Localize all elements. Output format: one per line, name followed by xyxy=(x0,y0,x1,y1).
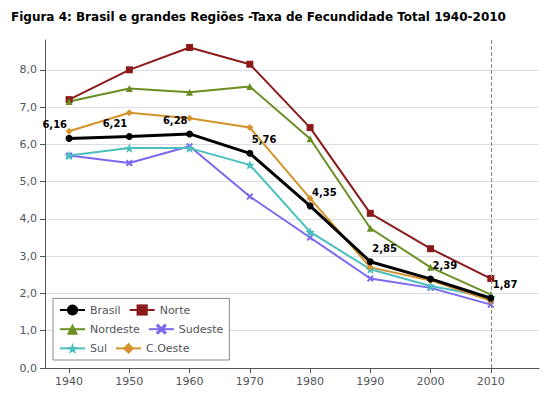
svg-text:5,0: 5,0 xyxy=(20,175,38,188)
svg-text:7,0: 7,0 xyxy=(20,101,38,114)
svg-text:Brasil: Brasil xyxy=(90,304,121,317)
svg-text:6,16: 6,16 xyxy=(42,119,67,130)
svg-text:1,87: 1,87 xyxy=(493,279,518,290)
svg-text:6,0: 6,0 xyxy=(20,138,38,151)
svg-text:4,0: 4,0 xyxy=(20,212,38,225)
svg-text:2,39: 2,39 xyxy=(433,260,458,271)
svg-text:C.Oeste: C.Oeste xyxy=(146,342,190,355)
svg-text:1940: 1940 xyxy=(55,375,83,388)
svg-text:Nordeste: Nordeste xyxy=(90,323,140,336)
svg-text:2000: 2000 xyxy=(417,375,445,388)
svg-text:5,76: 5,76 xyxy=(252,134,277,145)
svg-text:2,0: 2,0 xyxy=(20,287,38,300)
svg-text:8,0: 8,0 xyxy=(20,63,38,76)
svg-text:6,21: 6,21 xyxy=(103,118,128,129)
svg-text:0,0: 0,0 xyxy=(20,362,38,375)
svg-text:1960: 1960 xyxy=(176,375,204,388)
svg-text:2010: 2010 xyxy=(477,375,505,388)
svg-text:2,85: 2,85 xyxy=(372,243,397,254)
svg-text:1990: 1990 xyxy=(356,375,384,388)
svg-text:Figura 4: Brasil e grandes Reg: Figura 4: Brasil e grandes Regiões -Taxa… xyxy=(11,10,506,24)
svg-text:6,28: 6,28 xyxy=(163,115,188,126)
svg-text:1970: 1970 xyxy=(236,375,264,388)
svg-text:Sul: Sul xyxy=(90,342,107,355)
svg-text:3,0: 3,0 xyxy=(20,250,38,263)
svg-text:Sudeste: Sudeste xyxy=(179,323,224,336)
svg-text:Norte: Norte xyxy=(160,304,191,317)
svg-text:4,35: 4,35 xyxy=(312,187,337,198)
svg-text:1980: 1980 xyxy=(296,375,324,388)
svg-text:1950: 1950 xyxy=(115,375,143,388)
svg-text:1,0: 1,0 xyxy=(20,324,38,337)
